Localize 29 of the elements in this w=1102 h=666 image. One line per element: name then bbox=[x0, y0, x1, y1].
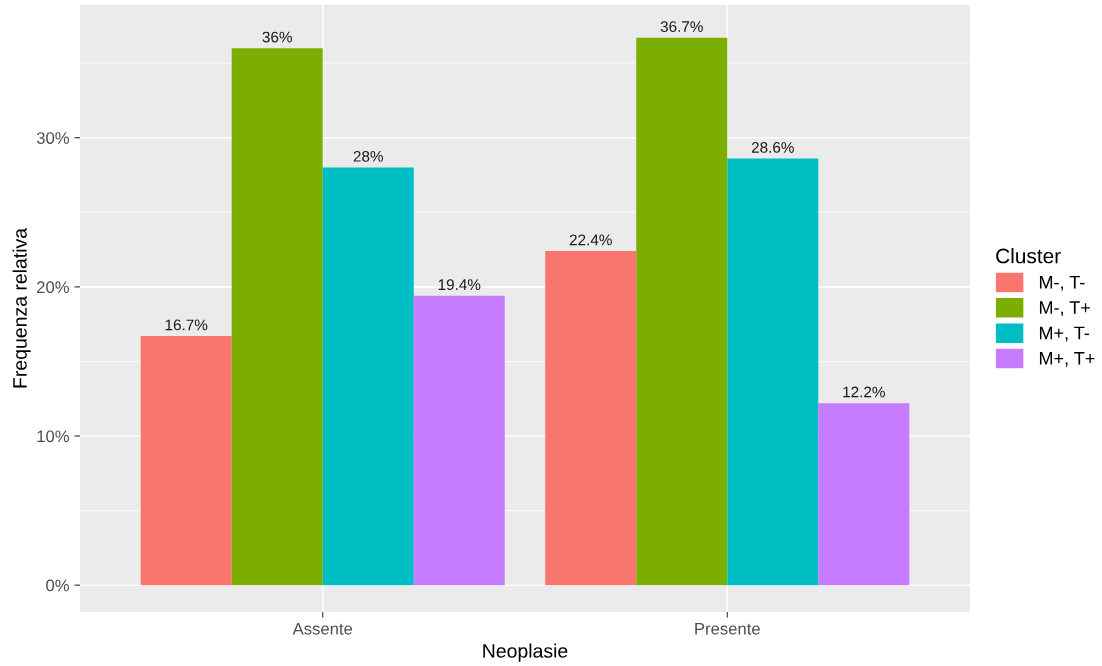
bar bbox=[818, 403, 910, 586]
bar bbox=[545, 251, 637, 586]
data-label: 22.4% bbox=[569, 234, 612, 246]
data-label: 19.4% bbox=[438, 279, 481, 291]
data-label: 28.6% bbox=[751, 142, 794, 153]
x-tick-label: Presente bbox=[695, 623, 760, 635]
legend-label: M+, T+ bbox=[1039, 352, 1095, 367]
legend-title: Cluster bbox=[996, 248, 1061, 264]
bar bbox=[322, 167, 414, 586]
y-tick-label: 10% bbox=[37, 430, 69, 443]
data-label: 36% bbox=[262, 31, 292, 43]
data-label: 28% bbox=[353, 150, 383, 162]
legend-label: M-, T+ bbox=[1039, 301, 1090, 317]
y-tick-label: 20% bbox=[37, 281, 69, 294]
x-axis-title: Neoplasie bbox=[483, 643, 568, 662]
y-tick-label: 0% bbox=[46, 579, 69, 592]
legend-label: M-, T- bbox=[1039, 276, 1085, 291]
bar bbox=[636, 37, 728, 586]
data-label: 36.7% bbox=[660, 21, 703, 33]
y-tick-label: 30% bbox=[36, 132, 69, 144]
bar bbox=[140, 336, 232, 586]
data-label: 16.7% bbox=[165, 319, 208, 331]
bar bbox=[413, 295, 505, 586]
x-tick-label: Assente bbox=[292, 623, 353, 635]
legend-label: M+, T- bbox=[1039, 326, 1090, 342]
bar bbox=[727, 158, 819, 586]
y-axis-title: Frequenza relativa bbox=[12, 227, 31, 388]
bar bbox=[231, 48, 323, 586]
data-label: 12.2% bbox=[843, 386, 885, 398]
